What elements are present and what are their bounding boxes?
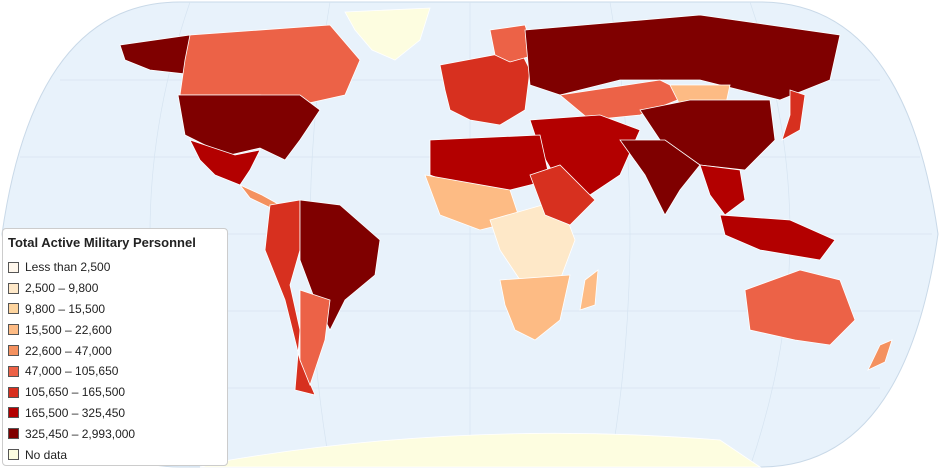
greenland xyxy=(344,7,431,61)
legend-item: 47,000 – 105,650 xyxy=(8,361,222,382)
legend-swatch xyxy=(8,428,19,440)
legend-label: 9,800 – 15,500 xyxy=(25,301,106,316)
india xyxy=(619,139,701,216)
legend-label: 105,650 – 165,500 xyxy=(25,385,126,400)
legend-swatch xyxy=(8,386,19,398)
east-africa xyxy=(529,164,596,226)
antarctica xyxy=(199,432,762,468)
legend-item: 22,600 – 47,000 xyxy=(8,340,222,361)
legend-item: Less than 2,500 xyxy=(8,257,222,278)
legend-swatch xyxy=(8,324,19,336)
madagascar xyxy=(579,269,599,311)
legend-label: 47,000 – 105,650 xyxy=(25,364,119,379)
australia xyxy=(744,269,856,346)
legend-item: 105,650 – 165,500 xyxy=(8,382,222,403)
new-zealand xyxy=(867,339,893,371)
legend-swatch xyxy=(8,261,19,273)
indonesia xyxy=(719,214,836,261)
japan xyxy=(781,89,806,141)
legend-item: 2,500 – 9,800 xyxy=(8,278,222,299)
legend-swatch xyxy=(8,345,19,357)
canada xyxy=(179,24,361,106)
legend-swatch xyxy=(8,282,19,294)
legend-item: 15,500 – 22,600 xyxy=(8,319,222,340)
legend-label: 325,450 – 2,993,000 xyxy=(25,426,136,441)
legend-label: 2,500 – 9,800 xyxy=(25,281,99,296)
argentina xyxy=(299,289,331,387)
legend-item: No data xyxy=(8,444,222,465)
russia xyxy=(524,14,841,101)
legend-item: 9,800 – 15,500 xyxy=(8,299,222,320)
scandinavia xyxy=(489,24,536,63)
legend-swatch xyxy=(8,407,19,419)
countries xyxy=(119,7,893,468)
legend: Total Active Military Personnel Less tha… xyxy=(2,228,228,466)
mexico xyxy=(189,139,261,186)
legend-swatch xyxy=(8,303,19,315)
legend-item: 165,500 – 325,450 xyxy=(8,403,222,424)
usa xyxy=(177,94,321,161)
legend-label: Less than 2,500 xyxy=(25,260,111,275)
legend-swatch xyxy=(8,449,19,461)
legend-swatch xyxy=(8,365,19,377)
legend-label: 22,600 – 47,000 xyxy=(25,343,112,358)
legend-title: Total Active Military Personnel xyxy=(8,235,196,250)
southeast-asia xyxy=(699,164,746,216)
southern-africa xyxy=(499,274,571,341)
legend-label: No data xyxy=(25,447,68,462)
legend-label: 15,500 – 22,600 xyxy=(25,322,112,337)
legend-item: 325,450 – 2,993,000 xyxy=(8,423,222,444)
legend-label: 165,500 – 325,450 xyxy=(25,405,126,420)
alaska xyxy=(119,34,196,76)
legend-items: Less than 2,500 2,500 – 9,800 9,800 – 15,5… xyxy=(8,257,222,465)
